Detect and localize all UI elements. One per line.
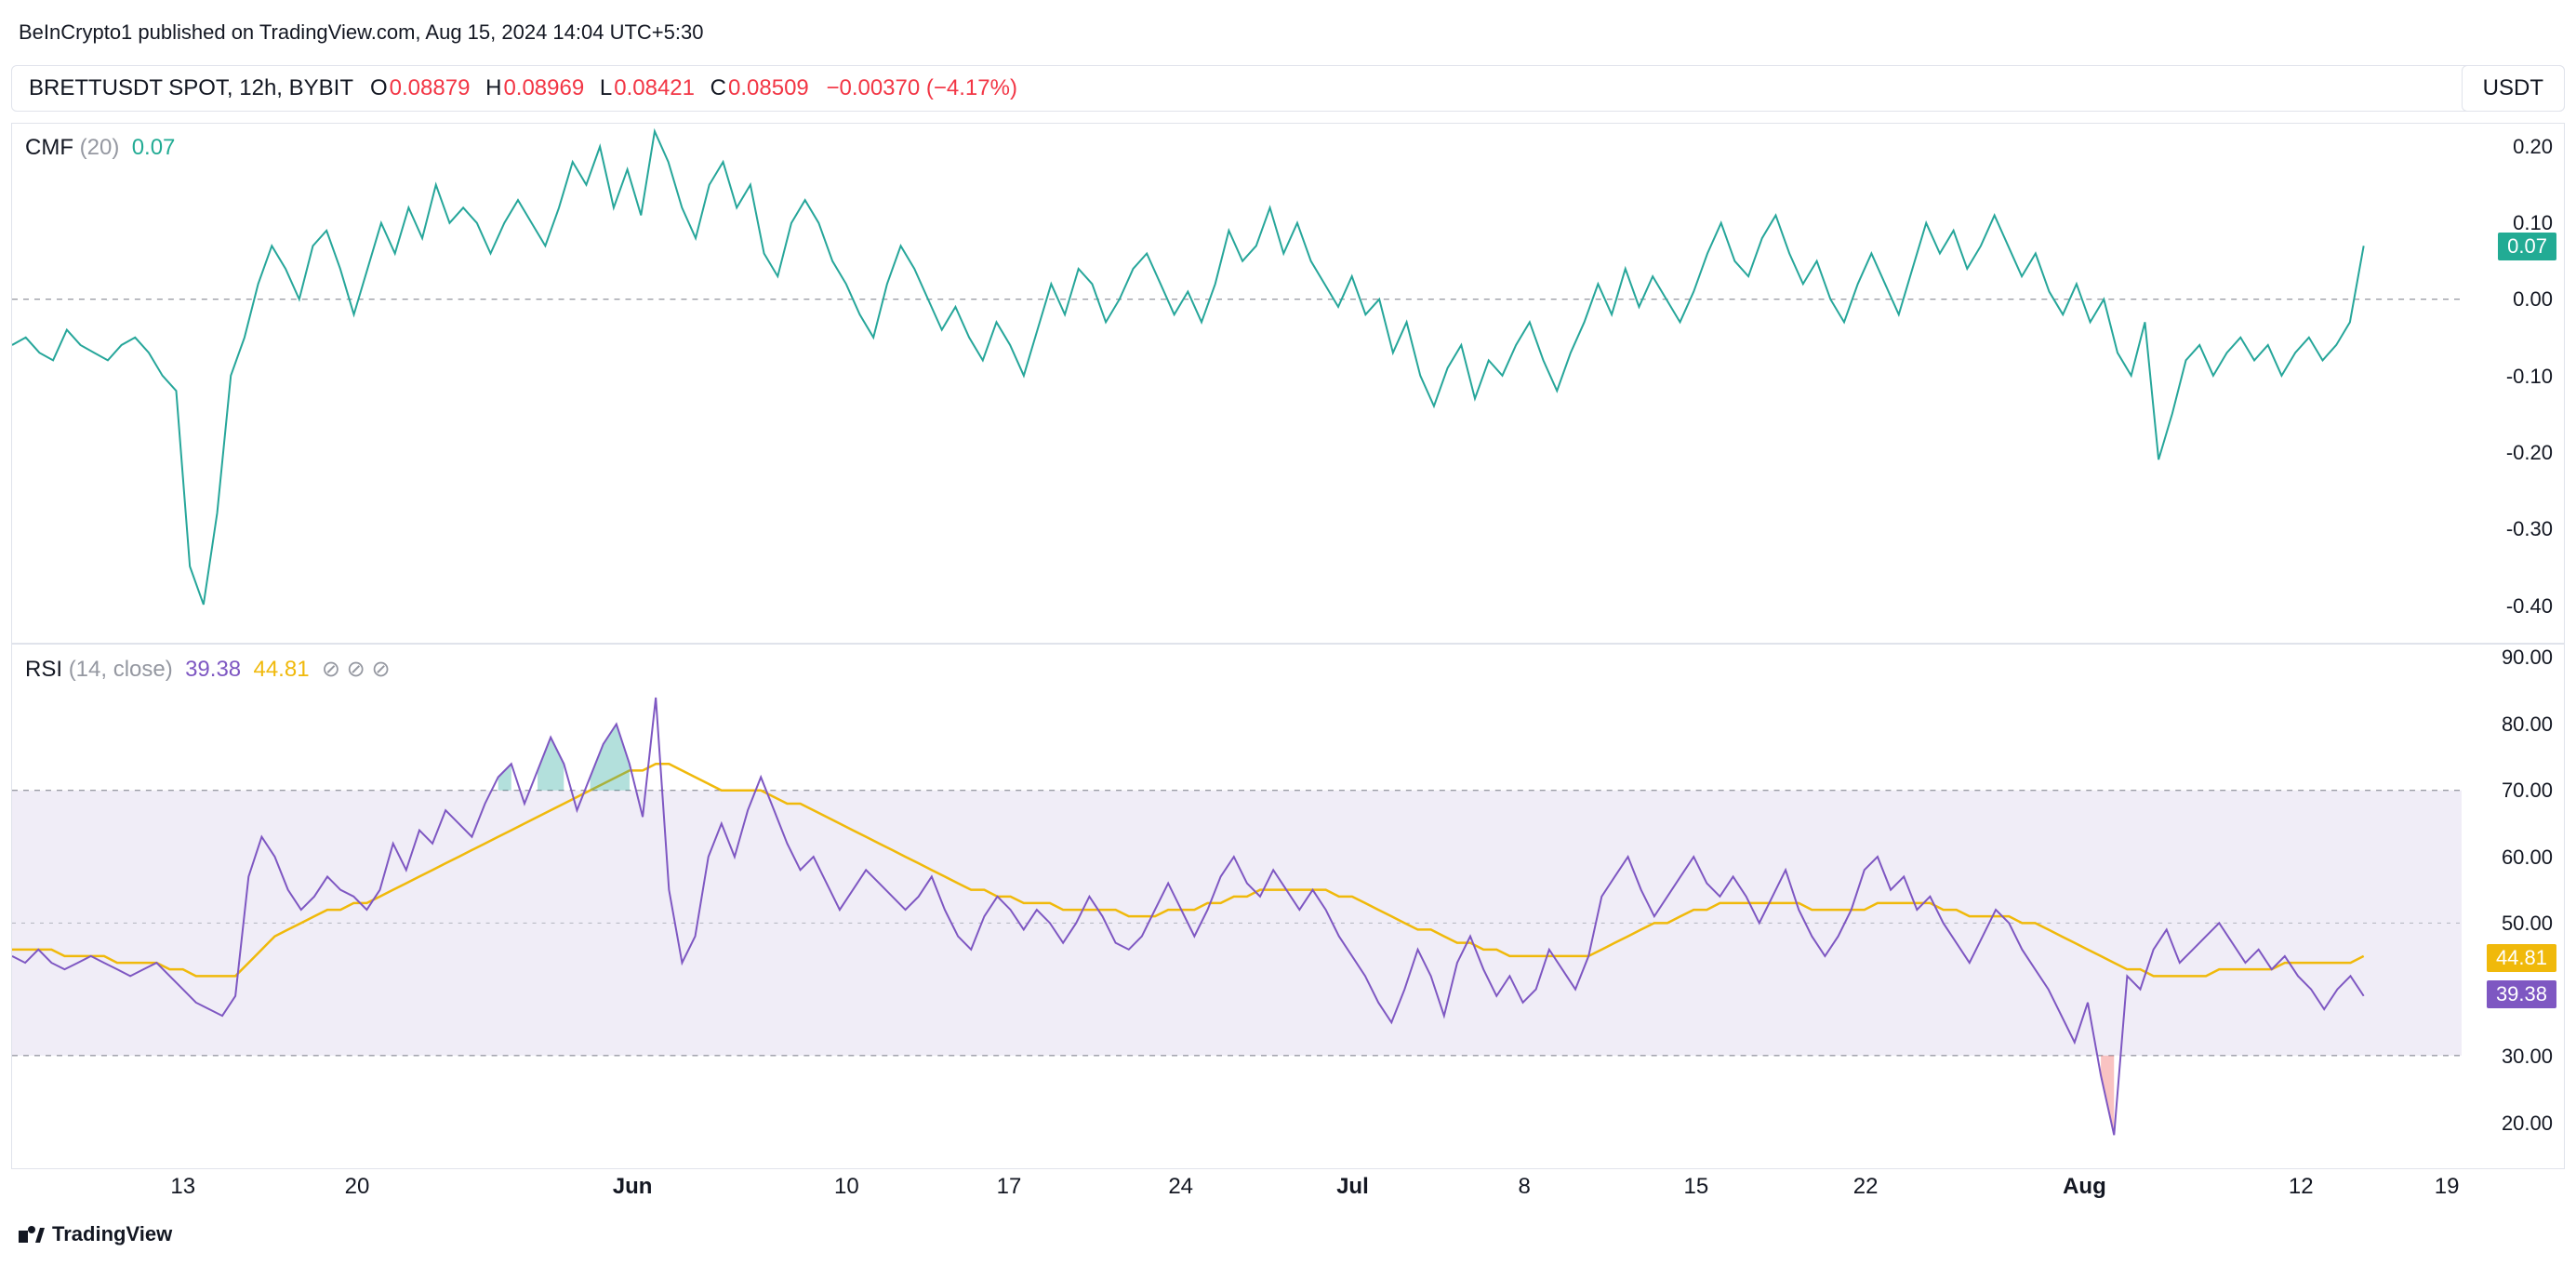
tradingview-logo-text: TradingView bbox=[52, 1222, 172, 1246]
rsi-value-badge: 44.81 bbox=[2487, 944, 2556, 972]
x-axis-tick: 19 bbox=[2435, 1174, 2460, 1200]
x-axis-tick: Aug bbox=[2063, 1174, 2106, 1200]
cmf-y-tick: 0.00 bbox=[2513, 287, 2553, 312]
tradingview-logo-icon bbox=[19, 1226, 45, 1243]
x-axis-tick: 17 bbox=[997, 1174, 1022, 1200]
tradingview-logo: TradingView bbox=[19, 1222, 172, 1246]
symbol-text: BRETTUSDT SPOT, 12h, BYBIT bbox=[29, 75, 353, 101]
rsi-y-tick: 30.00 bbox=[2502, 1045, 2553, 1069]
close-label: C bbox=[710, 75, 726, 100]
rsi-y-tick: 70.00 bbox=[2502, 779, 2553, 803]
rsi-y-tick: 60.00 bbox=[2502, 846, 2553, 870]
close-value: 0.08509 bbox=[728, 75, 809, 100]
low-label: L bbox=[600, 75, 612, 100]
high-label: H bbox=[485, 75, 501, 100]
cmf-y-tick: -0.40 bbox=[2506, 594, 2553, 619]
x-axis-tick: 13 bbox=[170, 1174, 195, 1200]
rsi-y-tick: 20.00 bbox=[2502, 1112, 2553, 1136]
open-value: 0.08879 bbox=[390, 75, 471, 100]
symbol-info-bar: BRETTUSDT SPOT, 12h, BYBIT O0.08879 H0.0… bbox=[11, 65, 2565, 112]
rsi-chart-area[interactable] bbox=[12, 645, 2462, 1168]
high-value: 0.08969 bbox=[503, 75, 584, 100]
ohlc-values: O0.08879 H0.08969 L0.08421 C0.08509 −0.0… bbox=[361, 75, 1017, 101]
rsi-y-tick: 80.00 bbox=[2502, 712, 2553, 737]
cmf-y-axis: 0.200.100.00-0.10-0.20-0.30-0.400.07 bbox=[2462, 124, 2564, 643]
cmf-svg bbox=[12, 124, 2462, 643]
x-axis-tick: 24 bbox=[1168, 1174, 1193, 1200]
rsi-panel: RSI (14, close) 39.38 44.81 ⊘ ⊘ ⊘ 90.008… bbox=[11, 644, 2565, 1169]
quote-currency-pill[interactable]: USDT bbox=[2462, 65, 2565, 112]
cmf-panel: CMF (20) 0.07 0.200.100.00-0.10-0.20-0.3… bbox=[11, 123, 2565, 644]
low-value: 0.08421 bbox=[614, 75, 695, 100]
rsi-y-tick: 50.00 bbox=[2502, 912, 2553, 936]
open-label: O bbox=[370, 75, 388, 100]
change-value: −0.00370 (−4.17%) bbox=[826, 75, 1017, 100]
x-axis-tick: 8 bbox=[1518, 1174, 1530, 1200]
x-axis-tick: Jun bbox=[613, 1174, 653, 1200]
cmf-y-tick: 0.20 bbox=[2513, 135, 2553, 159]
x-axis: 13 20 Jun 10 17 24 Jul 8 15 22 Aug 12 19 bbox=[11, 1174, 2463, 1211]
cmf-y-tick: -0.20 bbox=[2506, 441, 2553, 465]
x-axis-tick: 10 bbox=[834, 1174, 859, 1200]
x-axis-tick: 20 bbox=[345, 1174, 370, 1200]
cmf-y-tick: -0.10 bbox=[2506, 365, 2553, 389]
x-axis-tick: 12 bbox=[2289, 1174, 2314, 1200]
cmf-chart-area[interactable] bbox=[12, 124, 2462, 643]
x-axis-tick: Jul bbox=[1336, 1174, 1369, 1200]
x-axis-tick: 15 bbox=[1684, 1174, 1709, 1200]
x-axis-tick: 22 bbox=[1853, 1174, 1879, 1200]
cmf-y-tick: -0.30 bbox=[2506, 517, 2553, 541]
rsi-svg bbox=[12, 645, 2462, 1168]
rsi-y-tick: 90.00 bbox=[2502, 646, 2553, 670]
cmf-value-badge: 0.07 bbox=[2498, 233, 2556, 260]
rsi-y-axis: 90.00 80.00 70.00 60.00 50.00 30.00 20.00 44.81… bbox=[2462, 645, 2564, 1168]
rsi-value-badge: 39.38 bbox=[2487, 980, 2556, 1008]
publisher-line: BeInCrypto1 published on TradingView.com… bbox=[19, 20, 703, 45]
